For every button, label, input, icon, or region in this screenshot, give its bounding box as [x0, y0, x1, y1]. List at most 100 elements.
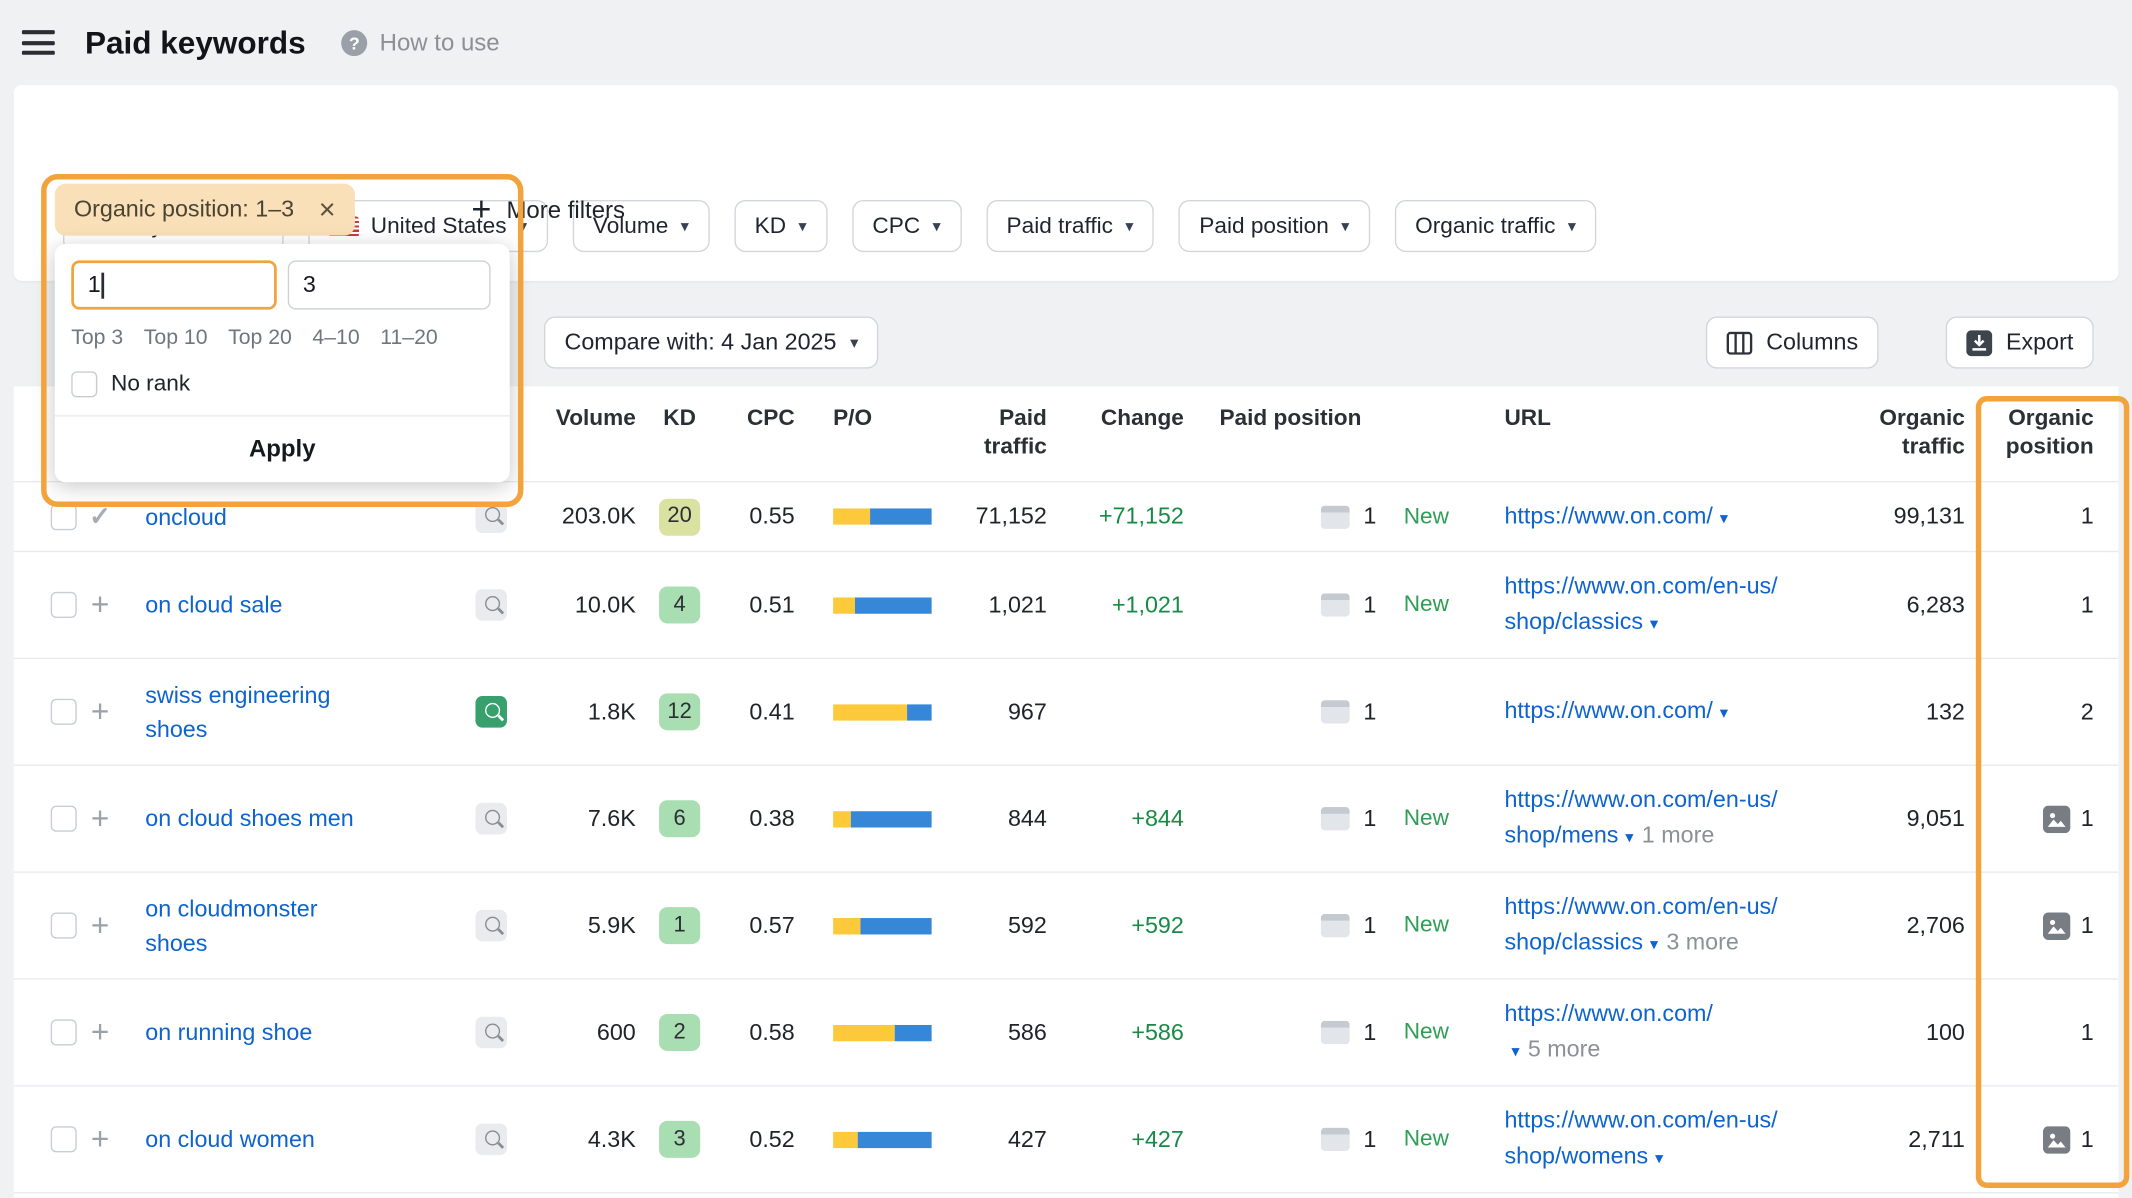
filter-dropdown-cpc[interactable]: CPC▾ [852, 200, 961, 252]
quick-option-4-10[interactable]: 4–10 [312, 326, 359, 351]
magnifier-glyph [485, 702, 500, 717]
checkbox-cell [49, 806, 76, 832]
row-checkbox[interactable] [50, 592, 76, 618]
filter-label: Paid position [1199, 213, 1328, 239]
quick-option-top-10[interactable]: Top 10 [144, 326, 208, 351]
url-link[interactable]: https://www.on.com/en-us/shop/classics▾ [1504, 573, 1777, 635]
change-cell: +592 [1047, 912, 1184, 939]
paid-traffic-cell: 967 [943, 698, 1047, 725]
chevron-down-icon: ▾ [1650, 934, 1658, 953]
no-rank-checkbox[interactable] [71, 371, 97, 397]
po-cell [795, 597, 943, 613]
column-header-kd[interactable]: KD [636, 404, 724, 433]
serp-icon[interactable] [475, 910, 507, 942]
volume-cell: 7.6K [515, 805, 636, 832]
columns-button[interactable]: Columns [1706, 317, 1879, 369]
serp-icon[interactable] [475, 501, 507, 533]
add-keyword-button[interactable]: + [91, 910, 109, 942]
column-header-po[interactable]: P/O [795, 404, 943, 433]
keyword-link[interactable]: on cloud shoes men [145, 802, 353, 836]
checkbox-cell [49, 1019, 76, 1045]
checkbox-cell [49, 913, 76, 939]
help-icon[interactable]: ? [341, 29, 367, 55]
row-checkbox[interactable] [50, 1019, 76, 1045]
keyword-link[interactable]: swiss engineering shoes [145, 678, 378, 747]
paid-traffic-cell: 1,021 [943, 591, 1047, 618]
column-header-volume[interactable]: Volume [515, 404, 636, 433]
filter-dropdown-paid-position[interactable]: Paid position▾ [1179, 200, 1370, 252]
serp-icon[interactable] [475, 803, 507, 835]
add-keyword-button[interactable]: + [91, 1124, 109, 1156]
po-paid-segment [833, 597, 855, 613]
column-header-paid-traffic[interactable]: Paid traffic [943, 404, 1047, 462]
paid-traffic-cell: 592 [943, 912, 1047, 939]
add-cell: + [77, 1017, 124, 1049]
paid-position-cell: 1New [1184, 1019, 1491, 1046]
url-more-link[interactable]: 1 more [1642, 822, 1715, 848]
how-to-use-link[interactable]: How to use [380, 28, 500, 57]
remove-filter-icon[interactable]: × [319, 195, 336, 224]
row-checkbox[interactable] [50, 1126, 76, 1152]
add-keyword-button[interactable]: + [91, 1017, 109, 1049]
change-cell: +71,152 [1047, 503, 1184, 530]
compare-with-dropdown[interactable]: Compare with: 4 Jan 2025 ▾ [544, 317, 879, 369]
url-link[interactable]: https://www.on.com/▾ [1504, 502, 1728, 528]
url-more-link[interactable]: 3 more [1666, 929, 1739, 955]
quick-option-top-20[interactable]: Top 20 [228, 326, 292, 351]
add-keyword-button[interactable]: + [91, 589, 109, 621]
add-keyword-button[interactable]: + [91, 696, 109, 728]
serp-icon[interactable] [475, 696, 507, 728]
url-cell: https://www.on.com/▾ [1491, 498, 1834, 535]
keyword-link[interactable]: on running shoe [145, 1015, 312, 1049]
organic-position-cell: 1 [1965, 591, 2102, 618]
row-checkbox[interactable] [50, 806, 76, 832]
new-badge: New [1404, 913, 1449, 939]
filter-dropdown-kd[interactable]: KD▾ [734, 200, 827, 252]
column-header-organic-traffic[interactable]: Organic traffic [1833, 404, 1965, 462]
compare-label: Compare with: 4 Jan 2025 [565, 329, 837, 356]
change-cell: +586 [1047, 1019, 1184, 1046]
filter-dropdown-paid-traffic[interactable]: Paid traffic▾ [986, 200, 1154, 252]
organic-position-to-input[interactable]: 3 [288, 260, 491, 309]
url-link[interactable]: https://www.on.com/en-us/shop/womens▾ [1504, 1107, 1777, 1169]
quick-option-top-3[interactable]: Top 3 [71, 326, 123, 351]
filter-label: CPC [872, 213, 920, 239]
column-header-change[interactable]: Change [1047, 404, 1184, 433]
url-link[interactable]: https://www.on.com/▾ [1504, 697, 1728, 723]
volume-cell: 1.8K [515, 698, 636, 725]
cpc-cell: 0.51 [723, 591, 794, 618]
add-keyword-button[interactable]: + [91, 803, 109, 835]
po-paid-segment [833, 917, 861, 933]
serp-icon[interactable] [475, 1017, 507, 1049]
column-header-url[interactable]: URL [1491, 404, 1834, 433]
table-row: ✓oncloud203.0K200.5571,152+71,1521Newhtt… [14, 482, 2119, 552]
export-button[interactable]: Export [1946, 317, 2094, 369]
keyword-link[interactable]: on cloud women [145, 1122, 315, 1156]
paid-position-value: 1 [1363, 503, 1376, 530]
columns-label: Columns [1766, 329, 1858, 356]
paid-position-value: 1 [1363, 1126, 1376, 1153]
row-checkbox[interactable] [50, 504, 76, 530]
column-header-paid-position[interactable]: Paid position [1184, 404, 1491, 433]
serp-icon[interactable] [475, 589, 507, 621]
filter-dropdown-organic-traffic[interactable]: Organic traffic▾ [1395, 200, 1597, 252]
serp-icon[interactable] [475, 1124, 507, 1156]
row-checkbox[interactable] [50, 913, 76, 939]
serp-cell [466, 696, 515, 728]
table-row: +on cloud women4.3K30.52427+4271Newhttps… [14, 1087, 2119, 1194]
organic-position-from-input[interactable]: 1 [71, 260, 277, 309]
more-filters-button[interactable]: + More filters [471, 184, 625, 236]
keyword-link[interactable]: on cloud sale [145, 588, 282, 622]
keyword-link[interactable]: oncloud [145, 499, 227, 533]
chevron-down-icon: ▾ [1568, 216, 1576, 235]
row-checkbox[interactable] [50, 699, 76, 725]
column-header-cpc[interactable]: CPC [723, 404, 794, 433]
keyword-link[interactable]: on cloudmonster shoes [145, 891, 378, 960]
quick-option-11-20[interactable]: 11–20 [380, 326, 437, 351]
column-header-organic-position[interactable]: Organic position [1965, 404, 2102, 462]
url-more-link[interactable]: 5 more [1528, 1036, 1601, 1062]
menu-icon[interactable] [22, 30, 55, 55]
change-cell: +1,021 [1047, 591, 1184, 618]
apply-button[interactable]: Apply [55, 415, 510, 482]
organic-position-filter-chip[interactable]: Organic position: 1–3 × [55, 184, 355, 236]
